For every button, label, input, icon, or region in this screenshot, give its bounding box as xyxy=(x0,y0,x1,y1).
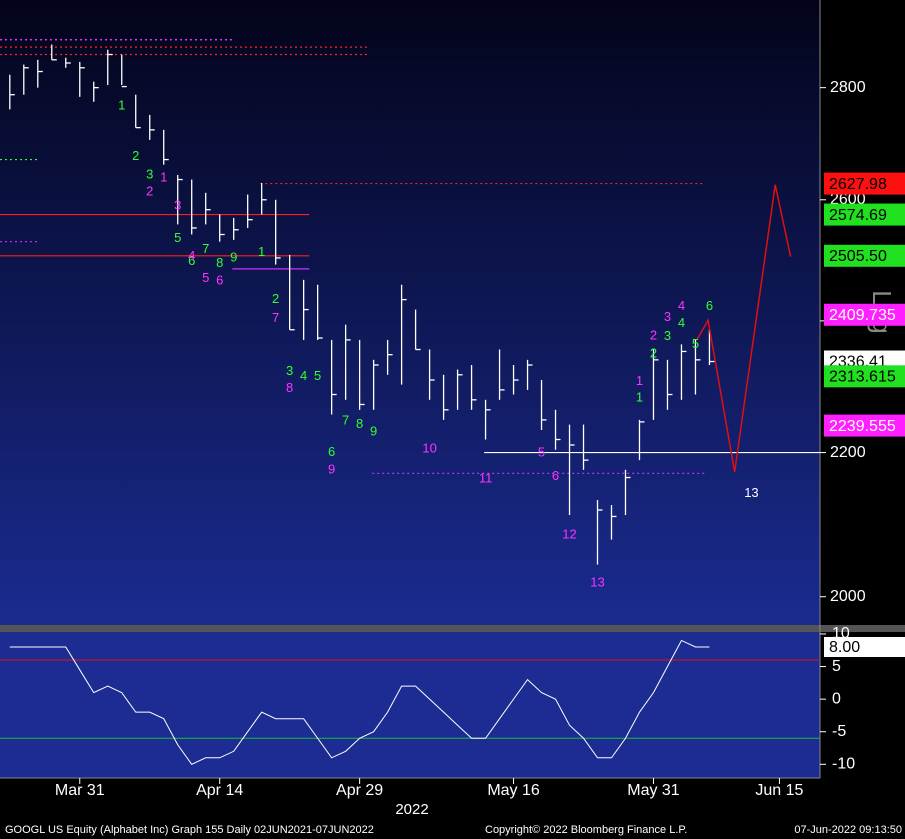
count-label: 8 xyxy=(286,380,293,395)
x-tick-label: May 16 xyxy=(487,782,540,799)
price-tag-label: 2627.98 xyxy=(829,176,887,193)
count-label: 6 xyxy=(216,273,223,288)
price-tag-label: 2313.615 xyxy=(829,369,896,386)
price-tag xyxy=(824,303,905,326)
y-tick-label: -10 xyxy=(832,756,855,773)
footer-right: 07-Jun-2022 09:13:50 xyxy=(794,824,902,836)
count-label: 5 xyxy=(174,230,181,245)
count-label: 3 xyxy=(664,328,671,343)
count-label: 3 xyxy=(664,309,671,324)
count-label: 2 xyxy=(132,148,139,163)
count-label: 13 xyxy=(590,575,604,590)
count-label: 11 xyxy=(479,470,493,485)
count-label: 1 xyxy=(258,244,265,259)
count-label: 8 xyxy=(216,255,223,270)
count-label: 1 xyxy=(636,373,643,388)
count-label: 4 xyxy=(678,315,685,330)
value-tag-label: 8.00 xyxy=(829,639,860,656)
price-tag xyxy=(824,414,905,437)
x-tick-label: Apr 29 xyxy=(336,782,383,799)
price-tag-label: 2239.555 xyxy=(829,418,896,435)
count-label: 2 xyxy=(650,345,657,360)
x-tick-label: Mar 31 xyxy=(55,782,105,799)
count-label: 3 xyxy=(286,363,293,378)
price-tag-label: 2409.735 xyxy=(829,307,896,324)
count-label: 8 xyxy=(356,416,363,431)
y-tick-label: 2800 xyxy=(830,79,866,96)
count-label: 6 xyxy=(328,444,335,459)
price-tag xyxy=(824,244,905,267)
count-label: 2 xyxy=(272,291,279,306)
count-label: 1 xyxy=(118,98,125,113)
oscillator-panel xyxy=(0,632,820,778)
count-label: 7 xyxy=(342,413,349,428)
footer-left: GOOGL US Equity (Alphabet Inc) Graph 155… xyxy=(5,824,374,836)
count-label: 4 xyxy=(678,298,685,313)
y-tick-label: 0 xyxy=(832,690,841,707)
y-tick-label: 5 xyxy=(832,658,841,675)
x-tick-label: May 31 xyxy=(627,782,680,799)
count-label: 4 xyxy=(188,248,195,263)
x-tick-label: Apr 14 xyxy=(196,782,243,799)
oscillator-line xyxy=(9,639,710,765)
count-label: 1 xyxy=(160,169,167,184)
panel-divider xyxy=(0,625,905,632)
count-label: 6 xyxy=(552,468,559,483)
x-tick-label: Jun 15 xyxy=(755,782,803,799)
x-group-label: 2022 xyxy=(395,801,428,818)
price-tag xyxy=(824,203,905,226)
count-label: 9 xyxy=(370,423,377,438)
count-label: 6 xyxy=(706,298,713,313)
count-label: 9 xyxy=(328,461,335,476)
price-tag-label: 2505.50 xyxy=(829,248,887,265)
count-label: 10 xyxy=(422,441,436,456)
price-panel xyxy=(0,0,820,625)
price-tag-label: 2574.69 xyxy=(829,207,887,224)
count-label: 5 xyxy=(202,270,209,285)
y-tick-label: 2200 xyxy=(830,444,866,461)
count-label: 7 xyxy=(202,241,209,256)
count-label: 5 xyxy=(692,336,699,351)
price-tag xyxy=(824,365,905,388)
price-tag xyxy=(824,172,905,195)
count-label: 2 xyxy=(146,184,153,199)
plot-layer: 2000220024002600280012356789123456789123… xyxy=(0,39,905,799)
footer-center: Copyright© 2022 Bloomberg Finance L.P. xyxy=(485,824,687,836)
count-label: 12 xyxy=(562,527,576,542)
y-tick-label: -5 xyxy=(832,723,846,740)
count-label: 2 xyxy=(650,328,657,343)
value-tag xyxy=(824,636,905,657)
count-label: 6 xyxy=(188,253,195,268)
count-label: 3 xyxy=(146,166,153,181)
count-label: 9 xyxy=(230,249,237,264)
y-tick-label: 2000 xyxy=(830,588,866,605)
count-label: 5 xyxy=(314,368,321,383)
projection-line xyxy=(696,184,792,473)
count-label: 5 xyxy=(538,445,545,460)
count-label: 3 xyxy=(174,198,181,213)
count-label: 7 xyxy=(272,310,279,325)
count-label: 13 xyxy=(744,485,758,500)
count-label: 4 xyxy=(300,368,307,383)
count-label: 1 xyxy=(636,389,643,404)
